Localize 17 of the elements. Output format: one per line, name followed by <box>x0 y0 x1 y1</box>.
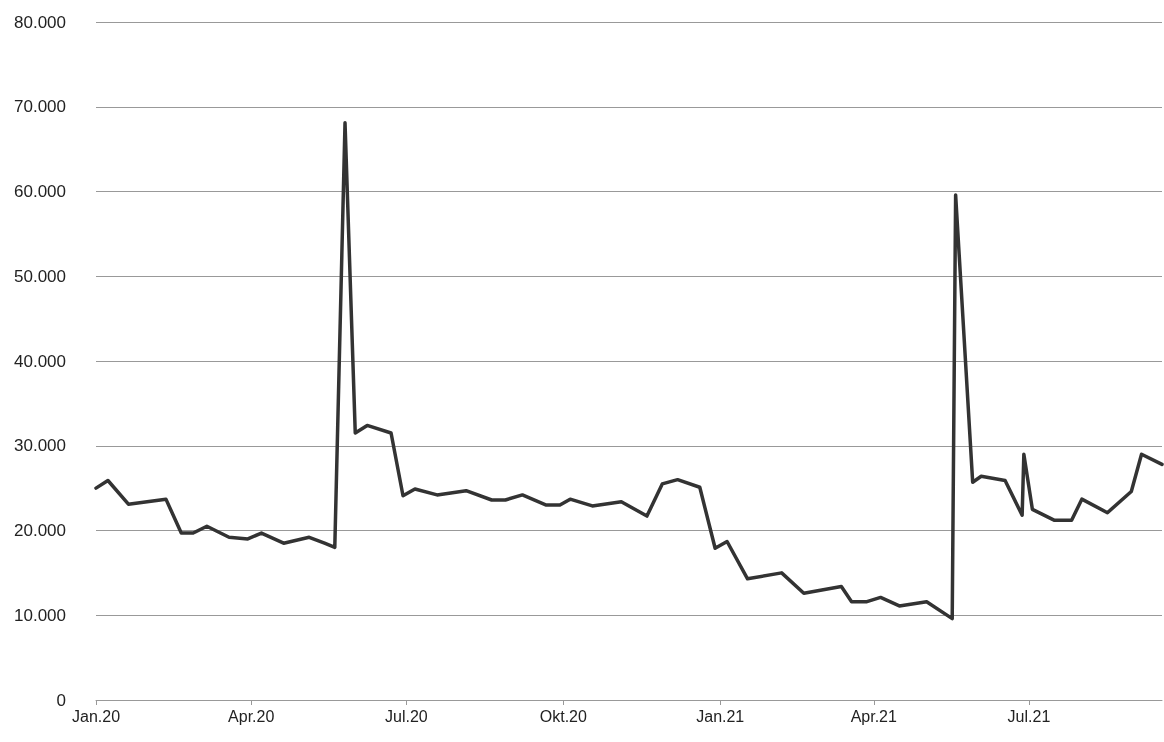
y-tick-label: 30.000 <box>14 436 66 456</box>
y-tick-label: 70.000 <box>14 97 66 117</box>
y-tick-label: 0 <box>56 690 66 710</box>
y-tick-label: 60.000 <box>14 182 66 201</box>
x-tick-label: Apr.21 <box>850 707 897 725</box>
line-series <box>94 121 1164 621</box>
y-tick-label: 20.000 <box>14 521 66 540</box>
y-tick-label: 10.000 <box>14 605 66 625</box>
x-tick-label: Jul.21 <box>1007 707 1051 725</box>
x-tick-label: Jul.20 <box>385 707 428 725</box>
y-tick-label: 50.000 <box>14 266 66 286</box>
x-tick-label: Apr.20 <box>228 707 275 725</box>
y-tick-label: 80.000 <box>14 12 66 32</box>
x-tick-label: Jan.20 <box>71 707 121 725</box>
x-tick-label: Jan.21 <box>696 707 745 725</box>
y-tick-label: 40.000 <box>14 351 66 371</box>
x-tick-label: Okt.20 <box>539 707 587 725</box>
